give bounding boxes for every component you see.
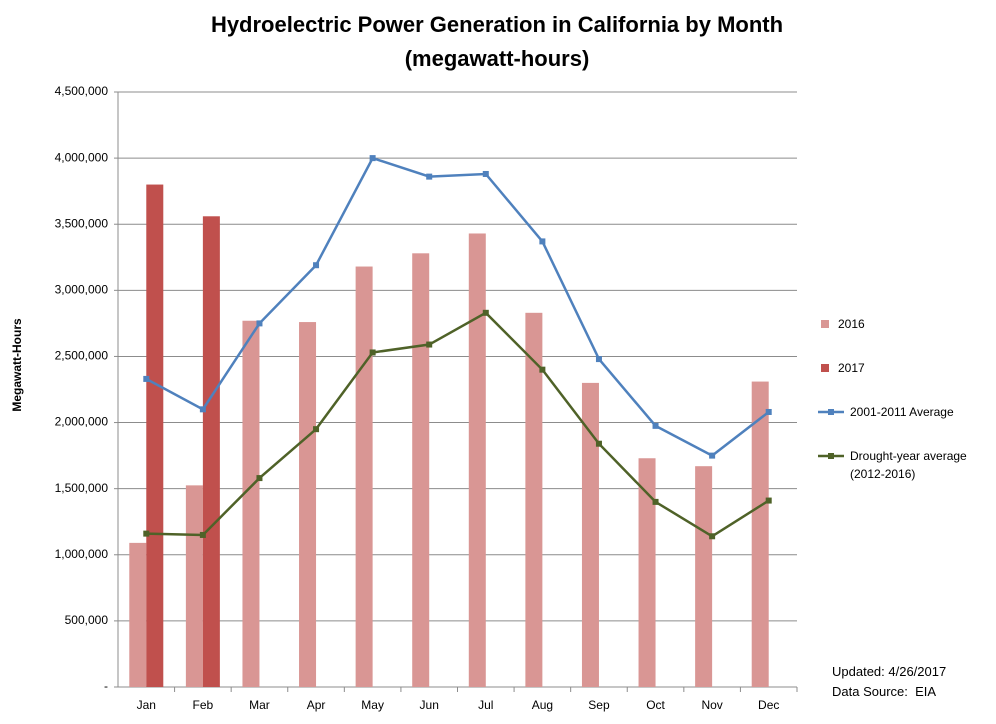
marker [143, 530, 150, 537]
legend-swatch-box [821, 364, 829, 372]
x-tick-label: Jan [137, 698, 156, 712]
x-tick-label: Jul [478, 698, 493, 712]
legend-item: 2016 [818, 315, 988, 333]
chart-subtitle: (megawatt-hours) [405, 46, 590, 71]
legend-swatch-box [821, 320, 829, 328]
marker [652, 498, 659, 505]
x-tick-label: May [361, 698, 384, 712]
bar [412, 253, 430, 688]
legend-label: 2001-2011 Average [850, 405, 954, 419]
marker [426, 173, 433, 180]
legend-swatch [818, 409, 844, 415]
y-tick-label: 3,000,000 [55, 283, 109, 297]
marker [313, 426, 320, 433]
bar [242, 320, 260, 687]
x-tick-label: Nov [701, 698, 722, 712]
marker [652, 422, 659, 429]
legend-swatch [821, 364, 829, 372]
legend-label: 2017 [838, 361, 865, 375]
line [146, 311, 770, 538]
y-tick-label: 4,500,000 [55, 84, 109, 98]
x-tick-label: Mar [249, 698, 270, 712]
annotation: Data Source: EIA [832, 684, 937, 699]
bar [355, 266, 373, 687]
bar [468, 233, 486, 687]
legend-swatch [821, 320, 829, 328]
x-tick-label: Apr [307, 698, 326, 712]
x-tick-label: Feb [193, 698, 214, 712]
marker [595, 440, 602, 447]
bar [695, 466, 713, 687]
marker [765, 408, 772, 415]
legend-label: 2016 [838, 317, 865, 331]
marker [426, 341, 433, 348]
marker [143, 375, 150, 382]
marker [256, 320, 263, 327]
bar [525, 312, 543, 687]
bar [751, 381, 769, 687]
bar [146, 184, 164, 688]
y-tick-label: 4,000,000 [55, 150, 109, 164]
marker [765, 497, 772, 504]
legend-item: 2017 [818, 359, 988, 377]
chart-title: Hydroelectric Power Generation in Califo… [211, 12, 783, 37]
x-tick-label: Jun [420, 698, 439, 712]
bar [185, 485, 203, 687]
legend-item: 2001-2011 Average [818, 403, 988, 421]
legend-swatch-marker [828, 409, 834, 415]
x-tick-label: Aug [532, 698, 553, 712]
bar [129, 542, 147, 687]
marker [539, 366, 546, 373]
legend-swatch [818, 453, 844, 459]
x-tick-label: Oct [646, 698, 665, 712]
bar [299, 322, 317, 687]
marker [313, 262, 320, 269]
bar [638, 458, 656, 687]
y-tick-label: 2,000,000 [55, 415, 109, 429]
marker [539, 238, 546, 245]
marker [199, 406, 206, 413]
y-tick-label: 3,500,000 [55, 216, 109, 230]
marker [369, 349, 376, 356]
marker [709, 533, 716, 540]
y-tick-label: - [104, 679, 108, 693]
bar [202, 216, 220, 688]
y-axis-label: Megawatt-Hours [10, 318, 24, 412]
annotation: Updated: 4/26/2017 [832, 664, 947, 679]
y-tick-label: 2,500,000 [55, 349, 109, 363]
bar [581, 382, 599, 687]
legend-swatch-marker [828, 453, 834, 459]
marker [369, 155, 376, 162]
marker [199, 531, 206, 538]
marker [256, 475, 263, 482]
marker [595, 356, 602, 363]
legend-label: Drought-year average (2012-2016) [850, 449, 967, 481]
x-tick-label: Dec [758, 698, 779, 712]
line [145, 156, 770, 458]
marker [482, 309, 489, 316]
legend-item: Drought-year average (2012-2016) [818, 447, 988, 483]
x-tick-label: Sep [588, 698, 610, 712]
y-tick-label: 500,000 [65, 613, 109, 627]
marker [482, 170, 489, 177]
y-tick-label: 1,500,000 [55, 481, 109, 495]
y-tick-label: 1,000,000 [55, 547, 109, 561]
marker [709, 452, 716, 459]
